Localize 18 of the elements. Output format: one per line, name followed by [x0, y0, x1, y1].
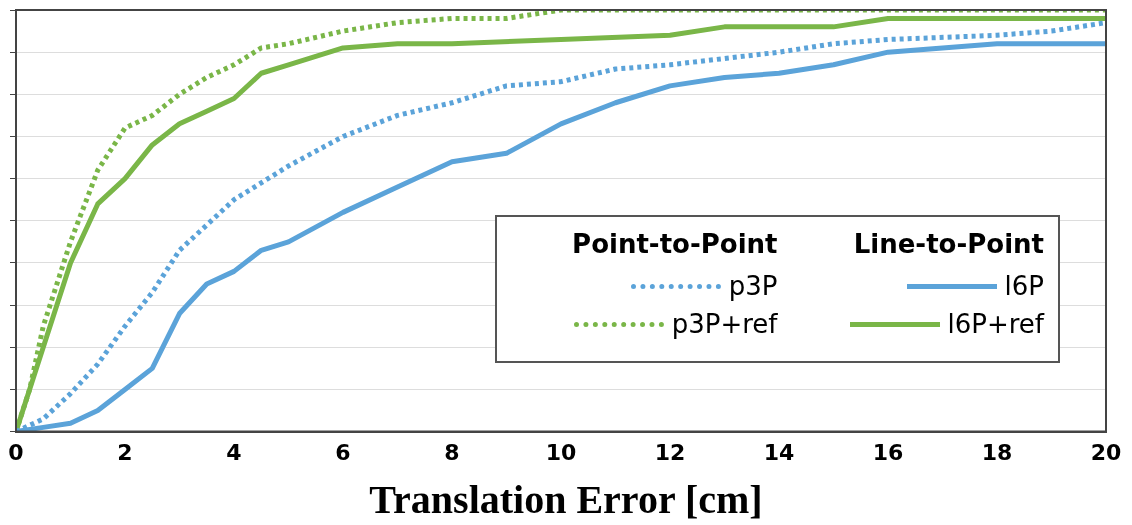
- x-tick-label: 10: [545, 439, 577, 465]
- x-tick-label: 2: [117, 439, 133, 465]
- legend-label: l6P: [1004, 271, 1044, 301]
- x-tick-label: 20: [1090, 439, 1122, 465]
- x-tick-label: 18: [981, 439, 1013, 465]
- x-tick-label: 8: [444, 439, 460, 465]
- legend-label: p3P+ref: [671, 309, 778, 339]
- x-tick-label: 4: [226, 439, 242, 465]
- x-tick-label: 6: [335, 439, 351, 465]
- x-tick-label: 12: [654, 439, 686, 465]
- x-tick-label: 16: [872, 439, 904, 465]
- annotation: Line-to-Point: [853, 229, 1044, 259]
- annotation: Point-to-Point: [572, 229, 778, 259]
- x-tick-label: 0: [8, 439, 24, 465]
- legend-label: l6P+ref: [947, 309, 1044, 339]
- legend-label: p3P: [728, 271, 778, 301]
- x-tick-label: 14: [763, 439, 795, 465]
- x-axis-title: Translation Error [cm]: [368, 476, 764, 523]
